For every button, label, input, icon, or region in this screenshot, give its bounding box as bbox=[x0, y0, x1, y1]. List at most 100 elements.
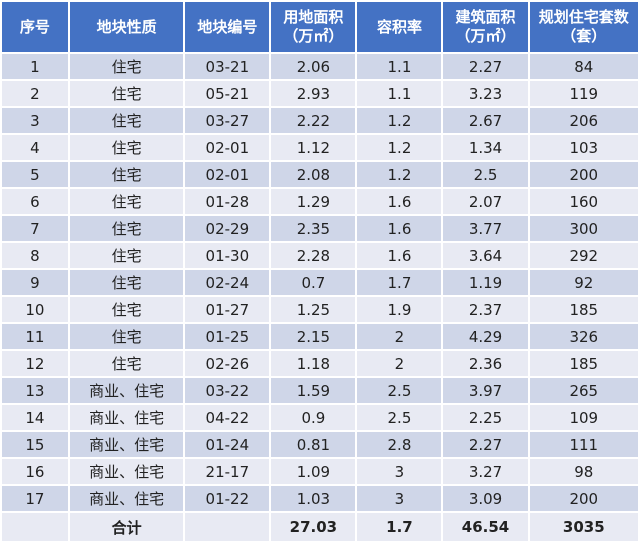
cell-land-type: 住宅 bbox=[69, 189, 184, 214]
cell-housing-units: 119 bbox=[529, 81, 638, 106]
cell-land-area: 2.22 bbox=[271, 108, 356, 133]
cell-parcel-id: 01-25 bbox=[185, 324, 270, 349]
cell-land-type: 商业、住宅 bbox=[69, 378, 184, 403]
cell-plot-ratio: 2.8 bbox=[357, 432, 442, 457]
header-label: 序号 bbox=[19, 17, 50, 36]
header-label: 容积率 bbox=[376, 17, 422, 36]
cell-land-area: 1.29 bbox=[271, 189, 356, 214]
cell-parcel-id: 01-27 bbox=[185, 297, 270, 322]
cell-building-area: 2.5 bbox=[443, 162, 528, 187]
header-label: 用地面积 bbox=[283, 8, 344, 26]
cell-building-area: 1.19 bbox=[443, 270, 528, 295]
cell-housing-units: 111 bbox=[529, 432, 638, 457]
cell-building-area: 2.07 bbox=[443, 189, 528, 214]
table-row: 3 住宅 03-27 2.22 1.2 2.67 206 bbox=[2, 108, 638, 133]
cell-serial: 1 bbox=[2, 54, 68, 79]
table-row: 11 住宅 01-25 2.15 2 4.29 326 bbox=[2, 324, 638, 349]
cell-parcel-id: 02-01 bbox=[185, 162, 270, 187]
cell-parcel-id: 01-30 bbox=[185, 243, 270, 268]
table-row: 17 商业、住宅 01-22 1.03 3 3.09 200 bbox=[2, 486, 638, 511]
header-label: 地块性质 bbox=[96, 17, 157, 36]
cell-plot-ratio: 1.6 bbox=[357, 216, 442, 241]
cell-land-type: 商业、住宅 bbox=[69, 459, 184, 484]
total-parcel-id bbox=[185, 513, 270, 541]
cell-housing-units: 103 bbox=[529, 135, 638, 160]
table-row: 7 住宅 02-29 2.35 1.6 3.77 300 bbox=[2, 216, 638, 241]
cell-serial: 9 bbox=[2, 270, 68, 295]
cell-serial: 17 bbox=[2, 486, 68, 511]
cell-housing-units: 265 bbox=[529, 378, 638, 403]
header-unit: （万㎡） bbox=[455, 27, 516, 45]
cell-serial: 3 bbox=[2, 108, 68, 133]
cell-parcel-id: 01-28 bbox=[185, 189, 270, 214]
cell-serial: 12 bbox=[2, 351, 68, 376]
cell-parcel-id: 03-22 bbox=[185, 378, 270, 403]
cell-parcel-id: 02-01 bbox=[185, 135, 270, 160]
cell-serial: 10 bbox=[2, 297, 68, 322]
cell-building-area: 2.37 bbox=[443, 297, 528, 322]
cell-parcel-id: 02-26 bbox=[185, 351, 270, 376]
cell-building-area: 2.27 bbox=[443, 54, 528, 79]
cell-serial: 4 bbox=[2, 135, 68, 160]
cell-serial: 15 bbox=[2, 432, 68, 457]
cell-serial: 7 bbox=[2, 216, 68, 241]
cell-housing-units: 292 bbox=[529, 243, 638, 268]
cell-serial: 6 bbox=[2, 189, 68, 214]
header-land-type: 地块性质 bbox=[69, 2, 184, 52]
cell-housing-units: 326 bbox=[529, 324, 638, 349]
cell-land-type: 商业、住宅 bbox=[69, 432, 184, 457]
total-plot-ratio: 1.7 bbox=[357, 513, 442, 541]
cell-building-area: 3.27 bbox=[443, 459, 528, 484]
header-row: 序号 地块性质 地块编号 用地面积 （万㎡） 容积率 建筑面积 （万㎡） 规划住宅套… bbox=[2, 2, 638, 52]
cell-land-area: 1.03 bbox=[271, 486, 356, 511]
header-unit: （万㎡） bbox=[283, 27, 344, 45]
cell-parcel-id: 01-24 bbox=[185, 432, 270, 457]
cell-land-area: 1.25 bbox=[271, 297, 356, 322]
cell-housing-units: 300 bbox=[529, 216, 638, 241]
total-land-area: 27.03 bbox=[271, 513, 356, 541]
cell-serial: 11 bbox=[2, 324, 68, 349]
cell-land-type: 商业、住宅 bbox=[69, 405, 184, 430]
header-label: 建筑面积 bbox=[455, 8, 516, 26]
total-building-area: 46.54 bbox=[443, 513, 528, 541]
header-parcel-id: 地块编号 bbox=[185, 2, 270, 52]
cell-land-type: 住宅 bbox=[69, 351, 184, 376]
table-row: 15 商业、住宅 01-24 0.81 2.8 2.27 111 bbox=[2, 432, 638, 457]
cell-building-area: 3.23 bbox=[443, 81, 528, 106]
cell-housing-units: 185 bbox=[529, 297, 638, 322]
total-land-type: 合计 bbox=[69, 513, 184, 541]
cell-serial: 13 bbox=[2, 378, 68, 403]
cell-parcel-id: 01-22 bbox=[185, 486, 270, 511]
cell-serial: 8 bbox=[2, 243, 68, 268]
cell-land-area: 2.93 bbox=[271, 81, 356, 106]
cell-parcel-id: 04-22 bbox=[185, 405, 270, 430]
cell-parcel-id: 05-21 bbox=[185, 81, 270, 106]
cell-housing-units: 185 bbox=[529, 351, 638, 376]
cell-housing-units: 109 bbox=[529, 405, 638, 430]
cell-plot-ratio: 1.1 bbox=[357, 54, 442, 79]
table-row: 10 住宅 01-27 1.25 1.9 2.37 185 bbox=[2, 297, 638, 322]
cell-land-area: 2.35 bbox=[271, 216, 356, 241]
cell-land-type: 住宅 bbox=[69, 81, 184, 106]
table-row: 4 住宅 02-01 1.12 1.2 1.34 103 bbox=[2, 135, 638, 160]
cell-parcel-id: 02-29 bbox=[185, 216, 270, 241]
table-row: 2 住宅 05-21 2.93 1.1 3.23 119 bbox=[2, 81, 638, 106]
cell-parcel-id: 02-24 bbox=[185, 270, 270, 295]
cell-plot-ratio: 1.6 bbox=[357, 243, 442, 268]
header-land-area: 用地面积 （万㎡） bbox=[271, 2, 356, 52]
cell-parcel-id: 03-21 bbox=[185, 54, 270, 79]
header-housing-units: 规划住宅套数 （套） bbox=[529, 2, 638, 52]
header-building-area: 建筑面积 （万㎡） bbox=[443, 2, 528, 52]
cell-housing-units: 206 bbox=[529, 108, 638, 133]
cell-parcel-id: 03-27 bbox=[185, 108, 270, 133]
cell-plot-ratio: 3 bbox=[357, 486, 442, 511]
cell-plot-ratio: 1.6 bbox=[357, 189, 442, 214]
table-row: 5 住宅 02-01 2.08 1.2 2.5 200 bbox=[2, 162, 638, 187]
cell-serial: 14 bbox=[2, 405, 68, 430]
total-serial bbox=[2, 513, 68, 541]
cell-land-type: 住宅 bbox=[69, 324, 184, 349]
table-row: 12 住宅 02-26 1.18 2 2.36 185 bbox=[2, 351, 638, 376]
total-row: 合计 27.03 1.7 46.54 3035 bbox=[2, 513, 638, 541]
cell-housing-units: 200 bbox=[529, 486, 638, 511]
cell-plot-ratio: 1.9 bbox=[357, 297, 442, 322]
